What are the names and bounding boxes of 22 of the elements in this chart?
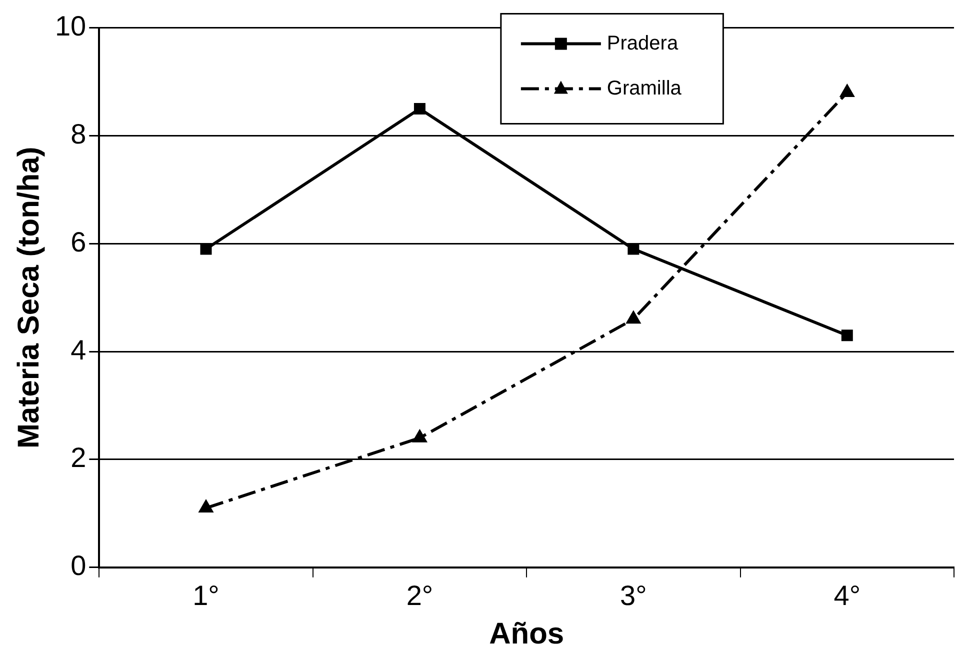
x-tick-label: 3° xyxy=(620,580,647,611)
x-axis-title: Años xyxy=(489,617,564,650)
y-axis-title: Materia Seca (ton/ha) xyxy=(12,146,46,448)
point xyxy=(840,85,854,98)
y-tick-label: 0 xyxy=(70,550,86,582)
point xyxy=(413,430,426,442)
y-tick-label: 6 xyxy=(70,226,86,258)
y-tick-label: 10 xyxy=(54,10,86,42)
point xyxy=(414,103,426,114)
legend-label: Gramilla xyxy=(606,77,682,100)
x-tick-label: 1° xyxy=(192,580,220,611)
point xyxy=(200,243,212,255)
y-tick-label: 4 xyxy=(70,334,86,366)
legend-label: Pradera xyxy=(606,32,679,54)
point xyxy=(841,330,853,342)
x-tick-label: 4° xyxy=(834,580,861,611)
point xyxy=(628,243,640,255)
y-tick-label: 8 xyxy=(70,118,86,150)
point xyxy=(626,312,640,324)
point xyxy=(199,500,213,513)
y-tick-label: 2 xyxy=(70,442,86,474)
x-tick-label: 2° xyxy=(406,580,434,611)
